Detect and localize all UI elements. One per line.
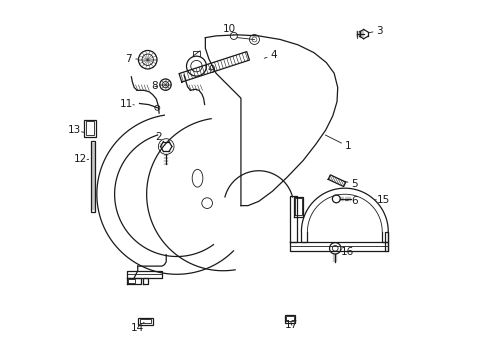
Text: 5: 5	[351, 179, 357, 189]
Text: 9: 9	[208, 66, 215, 75]
Text: 1: 1	[344, 141, 350, 151]
Text: 6: 6	[351, 196, 357, 206]
Text: 11: 11	[119, 99, 132, 109]
Bar	[285, 316, 293, 321]
Text: 2: 2	[155, 132, 162, 142]
Text: 15: 15	[376, 195, 389, 205]
Text: 7: 7	[125, 54, 132, 64]
Text: 4: 4	[270, 50, 276, 60]
Text: 13: 13	[68, 125, 81, 135]
Bar	[140, 319, 151, 323]
Text: 16: 16	[340, 247, 354, 257]
Text: 8: 8	[151, 81, 158, 91]
Text: 14: 14	[130, 323, 143, 333]
Text: 12: 12	[73, 154, 86, 165]
Text: 3: 3	[376, 26, 382, 36]
Text: 10: 10	[223, 24, 236, 34]
Bar	[91, 141, 95, 212]
Text: 17: 17	[285, 320, 298, 330]
Bar	[86, 121, 94, 135]
Bar	[284, 315, 295, 323]
Bar	[138, 318, 152, 325]
Bar	[84, 120, 96, 136]
